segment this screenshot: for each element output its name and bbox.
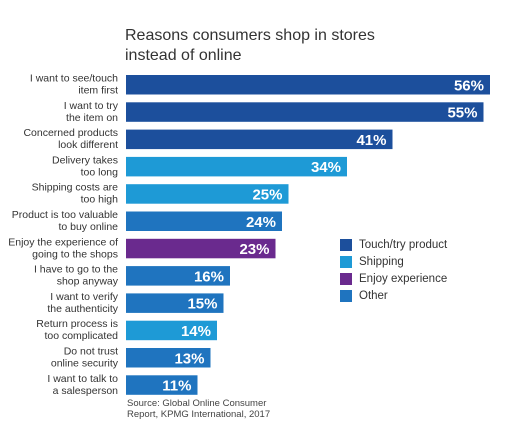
bar-value-label: 16% <box>194 268 224 285</box>
category-label-line: online security <box>51 358 119 370</box>
legend-item-other: Other <box>340 287 447 304</box>
bar-value-label: 14% <box>181 323 211 340</box>
legend-item-enjoy: Enjoy experience <box>340 270 447 287</box>
bar <box>126 184 289 204</box>
legend-swatch-other <box>340 289 352 302</box>
bars-group: 56% I want to see/touch item first 55% I wan… <box>8 73 490 397</box>
bar-value-label: 11% <box>162 378 191 395</box>
category-label: Return process is too complicated <box>36 318 118 342</box>
legend-label-enjoy: Enjoy experience <box>359 272 448 285</box>
category-label-line: item first <box>78 85 118 97</box>
category-label: Delivery takes too long <box>52 154 118 178</box>
source-line-2: Report, KPMG International, 2017 <box>127 409 271 420</box>
category-label: I want to see/touch item first <box>30 73 118 97</box>
category-label: I want to verify the authenticity <box>47 291 118 315</box>
bar-value-label: 25% <box>252 186 282 203</box>
category-label: Shipping costs are too high <box>32 182 119 206</box>
bar-value-label: 34% <box>311 159 341 176</box>
category-label-line: I want to see/touch <box>30 73 118 85</box>
bar-value-label: 15% <box>187 296 217 313</box>
category-label-line: going to the shops <box>32 248 118 260</box>
category-label: I want to talk to a salesperson <box>47 373 118 397</box>
legend-item-touch: Touch/try product <box>340 236 447 253</box>
bar-value-label: 24% <box>246 214 276 231</box>
category-label-line: too complicated <box>44 330 118 342</box>
bar-value-label: 41% <box>356 132 386 149</box>
category-label-line: Return process is <box>36 318 118 330</box>
source-line-1: Source: Global Online Consumer <box>127 398 267 409</box>
category-label-line: too long <box>81 166 119 178</box>
chart-legend: Touch/try product Shipping Enjoy experie… <box>340 236 447 304</box>
category-label: I have to go to the shop anyway <box>34 264 119 288</box>
bar <box>126 75 490 95</box>
category-label-line: I want to try <box>64 100 119 112</box>
bar <box>126 266 230 286</box>
category-label-line: Do not trust <box>64 346 118 358</box>
category-label-line: Shipping costs are <box>32 182 119 194</box>
bar-value-label: 56% <box>454 77 484 94</box>
bar <box>126 238 276 259</box>
legend-label-shipping: Shipping <box>359 255 404 268</box>
category-label-line: Product is too valuable <box>12 209 118 221</box>
bar <box>126 293 224 313</box>
category-label-line: I want to talk to <box>47 373 118 385</box>
bar <box>126 320 217 341</box>
category-label-line: shop anyway <box>57 276 119 288</box>
category-label-line: I have to go to the <box>34 264 118 276</box>
category-label-line: look different <box>58 139 118 151</box>
bar <box>126 211 282 231</box>
category-label-line: a salesperson <box>53 385 119 397</box>
category-label-line: the authenticity <box>47 303 118 315</box>
source-note: Source: Global Online Consumer Report, K… <box>127 398 367 420</box>
bar <box>126 102 484 122</box>
bar <box>126 348 211 368</box>
bar <box>126 129 393 150</box>
bar <box>126 156 347 177</box>
category-label-line: I want to verify <box>50 291 118 303</box>
legend-swatch-shipping <box>340 255 352 268</box>
legend-swatch-touch <box>340 238 352 251</box>
bar-value-label: 55% <box>447 105 477 122</box>
legend-label-touch: Touch/try product <box>359 238 448 251</box>
category-label-line: too high <box>81 194 119 206</box>
bar-value-label: 13% <box>174 350 204 367</box>
bar-value-label: 23% <box>239 241 269 258</box>
category-label-line: Delivery takes <box>52 154 118 166</box>
legend-label-other: Other <box>359 289 388 302</box>
category-label: Do not trust online security <box>51 346 119 370</box>
category-label: Concerned products look different <box>23 127 118 151</box>
category-label: Product is too valuable to buy online <box>12 209 118 233</box>
legend-swatch-enjoy <box>340 272 352 285</box>
category-label: Enjoy the experience of going to the shop… <box>8 236 118 260</box>
legend-item-shipping: Shipping <box>340 253 447 270</box>
category-label-line: Enjoy the experience of <box>8 236 118 248</box>
bar <box>126 375 198 395</box>
category-label: I want to try the item on <box>64 100 119 124</box>
category-label-line: Concerned products <box>23 127 118 139</box>
category-label-line: to buy online <box>58 221 118 233</box>
chart-title: Reasons consumers shop in stores instead… <box>125 27 375 64</box>
category-label-line: the item on <box>66 112 118 124</box>
